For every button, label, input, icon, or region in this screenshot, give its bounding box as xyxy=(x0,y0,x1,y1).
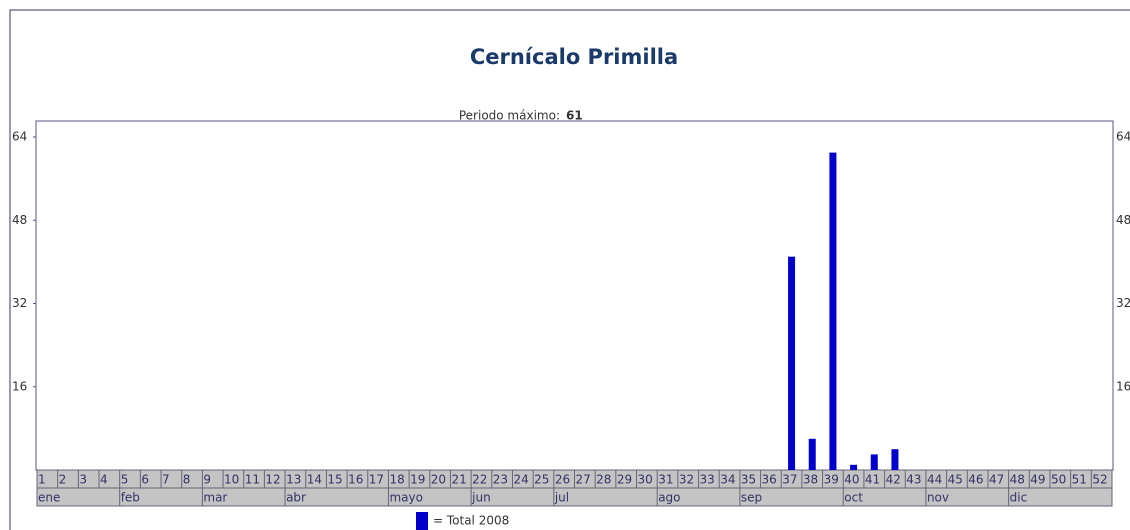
bar xyxy=(788,256,796,470)
chart-title: Cernícalo Primilla xyxy=(470,45,678,69)
x-tick-label: 49 xyxy=(1030,473,1045,487)
month-label: sep xyxy=(741,491,762,505)
x-tick-label: 24 xyxy=(513,473,528,487)
x-tick-label: 47 xyxy=(989,473,1004,487)
y-tick-label: 64 xyxy=(12,130,27,144)
x-tick-label: 14 xyxy=(307,473,322,487)
x-tick-label: 37 xyxy=(782,473,797,487)
y2-tick-label: 48 xyxy=(1116,213,1130,227)
x-tick-label: 12 xyxy=(265,473,280,487)
y2-tick-label: 16 xyxy=(1116,379,1130,393)
x-tick-label: 25 xyxy=(534,473,549,487)
x-tick-label: 43 xyxy=(906,473,921,487)
x-tick-label: 50 xyxy=(1051,473,1066,487)
month-label: dic xyxy=(1010,491,1028,505)
x-tick-label: 31 xyxy=(658,473,673,487)
bar xyxy=(870,454,878,470)
x-tick-label: 23 xyxy=(493,473,508,487)
x-tick-label: 22 xyxy=(472,473,487,487)
x-tick-label: 9 xyxy=(203,473,211,487)
bar xyxy=(829,152,837,470)
y-tick-label: 32 xyxy=(12,296,27,310)
x-tick-label: 32 xyxy=(679,473,694,487)
x-tick-label: 29 xyxy=(617,473,632,487)
x-tick-label: 7 xyxy=(162,473,170,487)
month-label: jul xyxy=(554,491,569,505)
x-tick-label: 2 xyxy=(59,473,67,487)
legend-label: = Total 2008 xyxy=(433,514,509,528)
x-tick-label: 18 xyxy=(389,473,404,487)
bar xyxy=(850,464,858,470)
x-tick-label: 42 xyxy=(886,473,901,487)
month-label: mar xyxy=(203,491,227,505)
x-tick-label: 40 xyxy=(844,473,859,487)
x-tick-label: 38 xyxy=(803,473,818,487)
x-tick-label: 27 xyxy=(576,473,591,487)
x-tick-label: 16 xyxy=(348,473,363,487)
x-tick-label: 36 xyxy=(762,473,777,487)
x-tick-label: 4 xyxy=(100,473,108,487)
x-tick-label: 21 xyxy=(451,473,466,487)
x-tick-label: 13 xyxy=(286,473,301,487)
month-label: feb xyxy=(121,491,140,505)
month-label: oct xyxy=(844,491,863,505)
x-tick-label: 6 xyxy=(141,473,149,487)
x-tick-label: 8 xyxy=(183,473,191,487)
month-label: nov xyxy=(927,491,949,505)
month-label: ago xyxy=(658,491,680,505)
x-tick-label: 10 xyxy=(224,473,239,487)
plot-frame xyxy=(35,120,1114,471)
x-tick-label: 52 xyxy=(1092,473,1107,487)
subtitle-label: Periodo máximo: xyxy=(459,109,560,123)
frame xyxy=(9,9,1130,530)
x-tick-label: 34 xyxy=(720,473,735,487)
x-tick-label: 28 xyxy=(596,473,611,487)
bar xyxy=(891,449,899,470)
x-tick-label: 51 xyxy=(1072,473,1087,487)
x-tick-label: 30 xyxy=(638,473,653,487)
x-tick-label: 11 xyxy=(245,473,260,487)
month-label: mayo xyxy=(389,491,423,505)
month-label: ene xyxy=(38,491,60,505)
x-tick-label: 20 xyxy=(431,473,446,487)
y-tick-label: 48 xyxy=(12,213,27,227)
x-tick-label: 39 xyxy=(824,473,839,487)
x-tick-label: 48 xyxy=(1010,473,1025,487)
x-tick-label: 35 xyxy=(741,473,756,487)
bar xyxy=(808,438,816,470)
y-tick-label: 16 xyxy=(12,379,27,393)
x-tick-label: 44 xyxy=(927,473,942,487)
x-tick-label: 46 xyxy=(968,473,983,487)
x-tick-label: 3 xyxy=(79,473,87,487)
subtitle-value: 61 xyxy=(566,109,583,123)
x-tick-label: 5 xyxy=(121,473,129,487)
y2-tick-label: 32 xyxy=(1116,296,1130,310)
x-tick-label: 45 xyxy=(948,473,963,487)
month-label: jun xyxy=(471,491,491,505)
y2-tick-label: 64 xyxy=(1116,130,1130,144)
legend-swatch xyxy=(416,512,428,530)
x-tick-label: 26 xyxy=(555,473,570,487)
x-tick-label: 33 xyxy=(700,473,715,487)
x-tick-label: 15 xyxy=(327,473,342,487)
x-tick-label: 1 xyxy=(38,473,46,487)
month-label: abr xyxy=(286,491,306,505)
x-tick-label: 19 xyxy=(410,473,425,487)
x-tick-label: 17 xyxy=(369,473,384,487)
x-tick-label: 41 xyxy=(865,473,880,487)
